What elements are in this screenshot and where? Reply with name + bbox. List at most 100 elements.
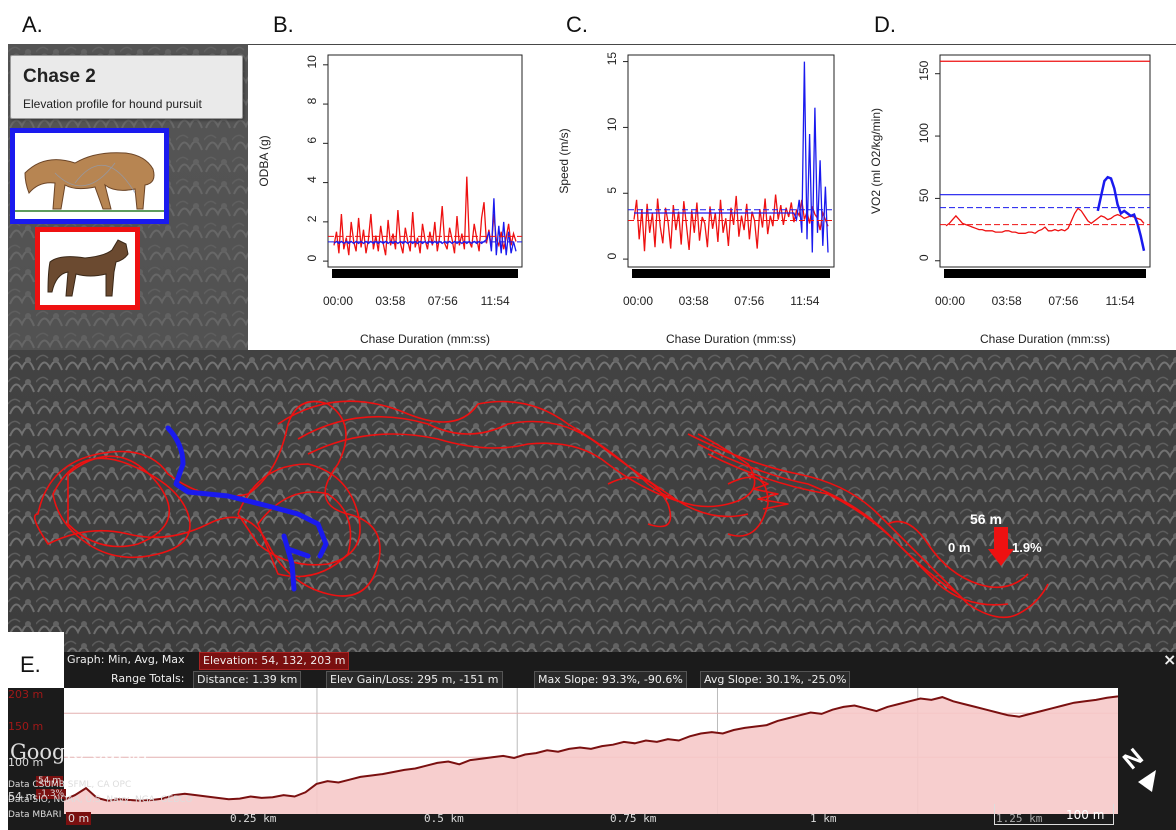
y-tick-label-0: 0 xyxy=(917,254,931,261)
profile-x-label-1: 0.25 km xyxy=(230,812,277,825)
x-axis-label: Chase Duration (mm:ss) xyxy=(666,332,796,346)
profile-area xyxy=(64,696,1118,814)
x-tick-label-2: 07:56 xyxy=(1048,294,1078,308)
y-axis-label: Speed (m/s) xyxy=(557,128,571,193)
series-line-0 xyxy=(945,207,1145,235)
plot-frame xyxy=(627,54,835,268)
graph-label: Graph: Min, Avg, Max xyxy=(67,653,185,666)
x-axis-label: Chase Duration (mm:ss) xyxy=(980,332,1110,346)
speed-chart: 0 5 10 15 00:00 03:58 07:56 11:54 Chase Duration… xyxy=(557,52,835,346)
compass-arrow-icon xyxy=(1138,770,1156,792)
x-tick-label-1: 03:58 xyxy=(992,294,1022,308)
chase-title: Chase 2 xyxy=(23,66,96,87)
profile-x-label-5: 1.25 km xyxy=(996,812,1043,825)
y-tick-label-0: 0 xyxy=(605,252,619,259)
hound-box xyxy=(35,227,140,310)
x-tick-label-2: 07:56 xyxy=(428,294,458,308)
scale-bar xyxy=(994,804,1114,825)
data-credit-2: Data SIO, NOAA, U.S. Navy, NGA, GEBCO xyxy=(8,795,193,805)
marker-right-value: 1.9% xyxy=(1012,540,1042,555)
x-tick-label-3: 11:54 xyxy=(481,294,510,308)
avg-slope-stat[interactable]: Avg Slope: 30.1%, -25.0% xyxy=(700,671,851,689)
data-credit-1: Data CSUMB SFML, CA OPC xyxy=(8,780,132,790)
distance-stat[interactable]: Distance: 1.39 km xyxy=(193,671,302,689)
x-tick-label-1: 03:58 xyxy=(375,294,405,308)
hover-slope: -1.3% xyxy=(36,789,67,799)
profile-x-label-3: 0.75 km xyxy=(610,812,657,825)
duration-bar xyxy=(332,269,518,278)
panel-letter-d: D. xyxy=(874,12,896,37)
puma-track xyxy=(165,425,329,592)
y-tick-label-2: 100 xyxy=(917,123,931,143)
chase-subtitle: Elevation profile for hound pursuit xyxy=(23,97,202,111)
compass-n-label: N xyxy=(1118,743,1149,775)
panel-letter-c: C. xyxy=(566,12,588,37)
elev-gain-stat[interactable]: Elev Gain/Loss: 295 m, -151 m xyxy=(326,671,503,689)
chase-card: Chase 2 Elevation profile for hound purs… xyxy=(10,55,243,119)
plot-frame xyxy=(327,54,523,268)
panel-letter-a: A. xyxy=(22,12,43,37)
panel-letter-e: E. xyxy=(20,652,41,677)
puma-illustration xyxy=(15,152,164,212)
google-earth-logo: Google earth xyxy=(10,740,149,764)
chart-panel-d: 0 50 100 150 00:00 03:58 07:56 11:54 Chase Durat… xyxy=(860,45,1176,350)
range-totals-label: Range Totals: xyxy=(111,672,185,685)
y-tick-label-2: 4 xyxy=(305,176,319,183)
x-tick-label-3: 11:54 xyxy=(790,294,819,308)
y-axis-label: VO2 (ml O2/kg/min) xyxy=(869,108,883,214)
y-tick-label-1: 2 xyxy=(305,215,319,222)
puma-box xyxy=(10,128,169,224)
hover-elevation: 54 m xyxy=(36,776,64,786)
duration-bar xyxy=(944,269,1146,278)
y-axis-label: ODBA (g) xyxy=(257,135,271,186)
elevation-marker: 56 m 0 m 1.9% xyxy=(948,511,1042,566)
duration-bar xyxy=(632,269,830,278)
close-button[interactable]: × xyxy=(1163,650,1176,669)
y-tick-label-3: 15 xyxy=(605,52,619,66)
odba-chart: 0 2 4 6 8 10 00:00 03:58 07:56 11:54 Chase Duratio… xyxy=(257,54,523,346)
y-tick-label-1: 50 xyxy=(917,188,931,202)
max-slope-stat[interactable]: Max Slope: 93.3%, -90.6% xyxy=(534,671,687,689)
y-tick-label-3: 6 xyxy=(305,137,319,144)
plot-frame xyxy=(939,54,1151,268)
letter-e-background xyxy=(0,632,64,688)
x-tick-label-1: 03:58 xyxy=(679,294,709,308)
profile-x-label-4: 1 km xyxy=(810,812,837,825)
x-tick-label-0: 00:00 xyxy=(323,294,353,308)
hound-illustration xyxy=(47,239,129,297)
profile-y-label-150: 150 m xyxy=(8,720,44,733)
profile-line xyxy=(64,695,1118,802)
y-tick-label-4: 8 xyxy=(305,97,319,104)
y-tick-label-0: 0 xyxy=(305,254,319,261)
profile-x-label-0: 0 m xyxy=(66,812,92,825)
profile-y-label-top: 203 m xyxy=(8,688,44,701)
marker-distance: 56 m xyxy=(970,511,1002,527)
series-line-0 xyxy=(333,176,517,256)
data-credit-3: Data MBARI xyxy=(8,810,62,820)
marker-left-value: 0 m xyxy=(948,540,970,555)
hound-track xyxy=(33,400,1049,619)
profile-y-label-100: 100 m xyxy=(8,756,44,769)
y-tick-label-1: 5 xyxy=(605,187,619,194)
y-tick-label-3: 150 xyxy=(917,60,931,80)
chart-panel-b: 0 2 4 6 8 10 00:00 03:58 07:56 11:54 Chase Duratio… xyxy=(248,45,548,350)
series-line-1 xyxy=(634,61,829,253)
panel-letter-b: B. xyxy=(273,12,294,37)
x-axis-label: Chase Duration (mm:ss) xyxy=(360,332,490,346)
scale-label: 100 m xyxy=(1066,808,1105,822)
elevation-profile-chart[interactable] xyxy=(64,688,1118,814)
vo2-chart: 0 50 100 150 00:00 03:58 07:56 11:54 Chase Durat… xyxy=(869,54,1151,346)
series-line-1 xyxy=(333,198,517,256)
x-tick-label-3: 11:54 xyxy=(1106,294,1135,308)
x-tick-label-0: 00:00 xyxy=(623,294,653,308)
compass[interactable]: N xyxy=(1118,742,1162,796)
chart-panel-c: 0 5 10 15 00:00 03:58 07:56 11:54 Chase Duration… xyxy=(548,45,860,350)
series-line-1 xyxy=(1096,175,1146,252)
profile-y-label-54: 54 m xyxy=(8,790,37,803)
x-tick-label-0: 00:00 xyxy=(935,294,965,308)
y-tick-label-5: 10 xyxy=(305,55,319,69)
elevation-stat[interactable]: Elevation: 54, 132, 203 m xyxy=(199,652,350,670)
y-tick-label-2: 10 xyxy=(605,117,619,131)
profile-x-label-2: 0.5 km xyxy=(424,812,464,825)
x-tick-label-2: 07:56 xyxy=(734,294,764,308)
